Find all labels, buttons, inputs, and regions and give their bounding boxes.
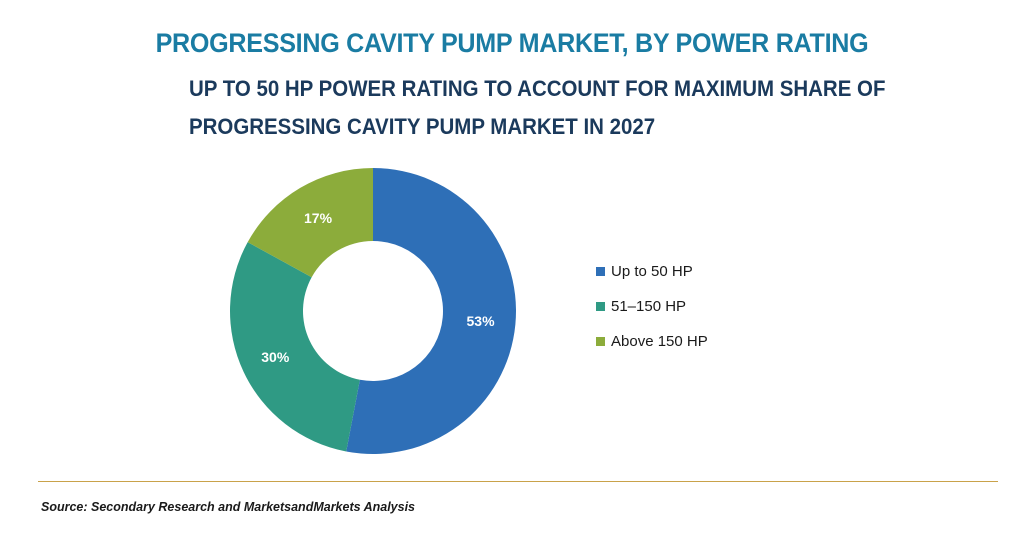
legend-item-51-150-hp: 51–150 HP [596,297,708,315]
data-label-above-150-hp: 17% [304,210,333,226]
legend-swatch-51-150-hp [596,301,605,311]
legend-label-up-to-50-hp: Up to 50 HP [611,262,693,280]
legend-label-above-150-hp: Above 150 HP [611,332,708,350]
chart-legend: Up to 50 HP 51–150 HP Above 150 HP [596,263,708,368]
data-label-up-to-50-hp: 53% [467,313,496,329]
legend-label-51-150-hp: 51–150 HP [611,297,687,315]
donut-slice-up-to-50-hp [346,168,517,454]
chart-subtitle-line-2: PROGRESSING CAVITY PUMP MARKET IN 2027 [189,114,656,139]
data-label-51-150-hp: 30% [261,349,290,365]
footer-divider [38,481,998,482]
donut-slice-above-150-hp [247,168,373,278]
legend-item-above-150-hp: Above 150 HP [596,332,708,350]
legend-swatch-up-to-50-hp [596,266,605,276]
source-note: Source: Secondary Research and Marketsan… [41,500,415,514]
legend-item-up-to-50-hp: Up to 50 HP [596,262,708,280]
donut-slice-51-150-hp [230,242,360,452]
chart-title: PROGRESSING CAVITY PUMP MARKET, BY POWER… [155,28,869,58]
legend-swatch-above-150-hp [596,336,605,346]
chart-subtitle-line-1: UP TO 50 HP POWER RATING TO ACCOUNT FOR … [189,76,886,101]
